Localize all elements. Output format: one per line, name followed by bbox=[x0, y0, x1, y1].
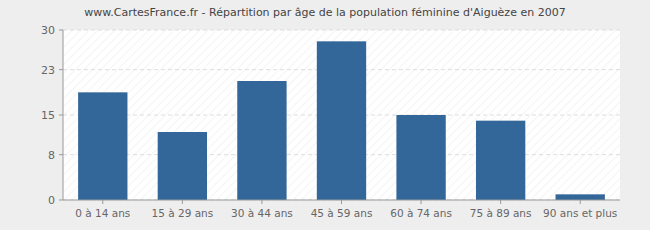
y-tick bbox=[59, 200, 63, 201]
y-axis bbox=[63, 30, 64, 200]
bar bbox=[317, 41, 366, 200]
bar bbox=[556, 194, 605, 200]
bar bbox=[396, 115, 445, 200]
x-tick-label: 0 à 14 ans bbox=[75, 207, 130, 219]
chart-container: www.CartesFrance.fr - Répartition par âg… bbox=[0, 0, 650, 230]
x-tick bbox=[102, 200, 103, 204]
background bbox=[0, 0, 650, 230]
x-tick bbox=[500, 200, 501, 204]
y-tick bbox=[59, 30, 63, 31]
bars bbox=[78, 41, 605, 200]
y-tick-label: 23 bbox=[41, 64, 55, 77]
y-tick bbox=[59, 115, 63, 116]
x-tick bbox=[341, 200, 342, 204]
bar bbox=[158, 132, 207, 200]
x-axis bbox=[63, 200, 620, 201]
x-tick bbox=[261, 200, 262, 204]
plot-area bbox=[63, 30, 620, 200]
x-tick-label: 30 à 44 ans bbox=[231, 207, 293, 219]
x-tick bbox=[580, 200, 581, 204]
bar bbox=[476, 121, 525, 200]
y-tick bbox=[59, 154, 63, 155]
chart-svg: www.CartesFrance.fr - Répartition par âg… bbox=[0, 0, 650, 230]
y-tick-label: 0 bbox=[48, 194, 55, 207]
x-tick-label: 45 à 59 ans bbox=[311, 207, 373, 219]
y-tick-label: 8 bbox=[48, 149, 55, 162]
grid-line bbox=[63, 30, 620, 31]
grid-line bbox=[63, 200, 620, 201]
y-tick bbox=[59, 69, 63, 70]
bar bbox=[237, 81, 286, 200]
x-tick-label: 75 à 89 ans bbox=[470, 207, 532, 219]
x-tick-label: 90 ans et plus bbox=[543, 207, 617, 219]
bar bbox=[78, 92, 127, 200]
x-tick-label: 60 à 74 ans bbox=[390, 207, 452, 219]
y-tick-label: 30 bbox=[41, 24, 55, 37]
plot-hatch bbox=[63, 30, 620, 200]
y-tick-label: 15 bbox=[41, 109, 55, 122]
title: www.CartesFrance.fr - Répartition par âg… bbox=[84, 6, 565, 19]
x-tick-label: 15 à 29 ans bbox=[151, 207, 213, 219]
x-tick bbox=[182, 200, 183, 204]
x-tick bbox=[421, 200, 422, 204]
